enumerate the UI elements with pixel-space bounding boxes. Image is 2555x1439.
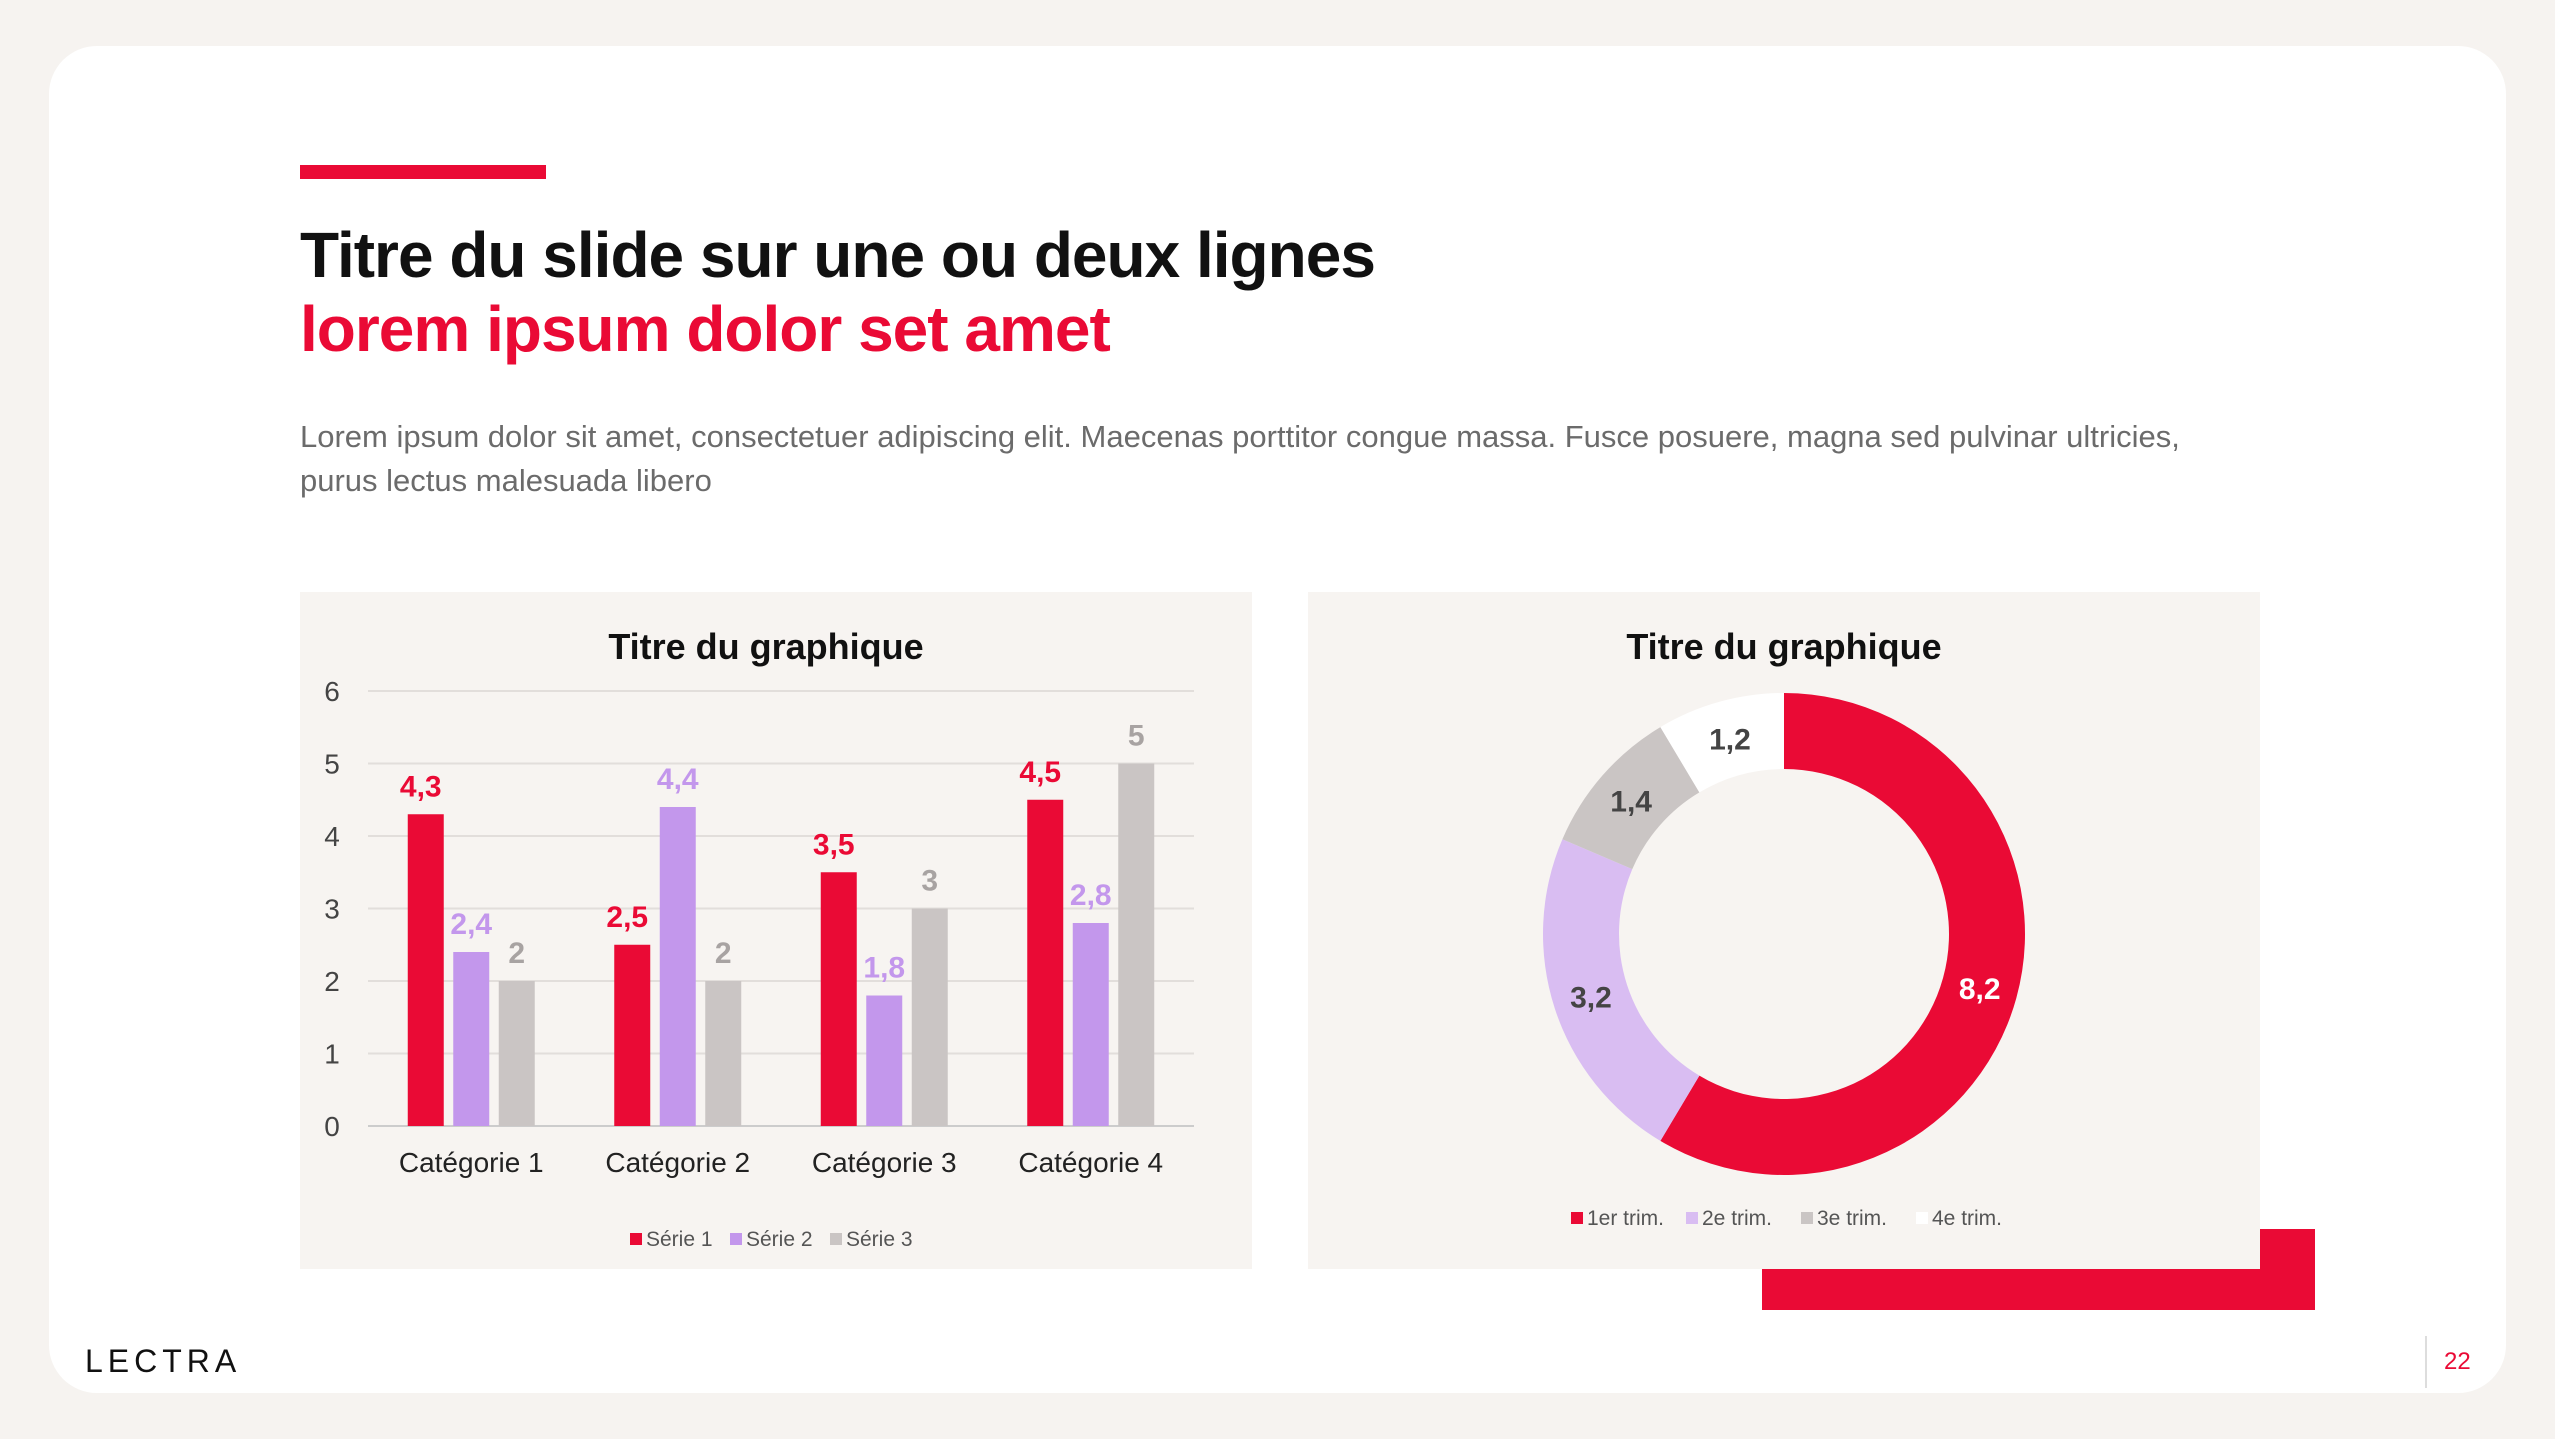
bar [705, 981, 742, 1126]
y-tick-label: 4 [324, 821, 340, 852]
legend-label: Série 2 [746, 1228, 813, 1251]
lectra-logo: LECTRA [85, 1343, 242, 1379]
bar [1072, 923, 1109, 1126]
slide-paragraph: Lorem ipsum dolor sit amet, consectetuer… [300, 419, 2180, 498]
data-label: 4,5 [1019, 756, 1061, 789]
data-label: 2,8 [1070, 879, 1112, 912]
data-label: 3,2 [1570, 982, 1612, 1015]
y-tick-label: 5 [324, 749, 340, 780]
page-number: 22 [2444, 1348, 2471, 1375]
chart-title: Titre du graphique [1626, 626, 1941, 667]
legend-swatch [1686, 1212, 1698, 1224]
data-label: 1,2 [1709, 723, 1751, 756]
title-accent-bar [300, 165, 546, 179]
bar [659, 807, 696, 1126]
data-label: 4,3 [400, 770, 442, 803]
legend-swatch [830, 1233, 842, 1245]
data-label: 2,4 [450, 908, 492, 941]
bar-chart: Titre du graphique 0 1 2 3 4 5 6 Catégorie 1 4,3 2… [324, 626, 1194, 1251]
donut-slice [1660, 693, 1784, 793]
legend-swatch [1916, 1212, 1928, 1224]
y-tick-label: 0 [324, 1111, 340, 1142]
bar-chart-panel: Titre du graphique 0 1 2 3 4 5 6 Catégorie 1 4,3 2… [300, 592, 1252, 1269]
donut-slice [1562, 727, 1700, 870]
data-label: 2 [508, 937, 525, 970]
bar [911, 908, 948, 1126]
slide-subtitle: lorem ipsum dolor set amet [300, 293, 1111, 365]
bar [614, 944, 651, 1126]
data-label: 8,2 [1959, 973, 2001, 1006]
data-label: 2,5 [606, 901, 648, 934]
footer-divider [2425, 1336, 2427, 1388]
y-tick-label: 3 [324, 894, 340, 925]
legend-label: 3e trim. [1817, 1207, 1887, 1230]
donut-slice [1543, 839, 1700, 1141]
legend-label: 4e trim. [1932, 1207, 2002, 1230]
chart-title: Titre du graphique [608, 626, 923, 667]
legend-swatch [1801, 1212, 1813, 1224]
data-label: 3,5 [813, 828, 855, 861]
legend-swatch [630, 1233, 642, 1245]
legend-label: Série 1 [646, 1228, 713, 1251]
x-tick-label: Catégorie 3 [812, 1147, 957, 1178]
legend-swatch [730, 1233, 742, 1245]
donut-chart-panel: Titre du graphique 8,2 3,2 1,4 1,2 1er trim. 2… [1308, 592, 2260, 1269]
legend-swatch [1571, 1212, 1583, 1224]
donut-chart: Titre du graphique 8,2 3,2 1,4 1,2 1er trim. 2… [1543, 626, 2025, 1230]
x-tick-label: Catégorie 2 [605, 1147, 750, 1178]
y-tick-label: 1 [324, 1039, 340, 1070]
bar [407, 814, 444, 1126]
data-label: 1,4 [1610, 785, 1652, 818]
data-label: 5 [1128, 720, 1145, 753]
data-label: 1,8 [863, 952, 905, 985]
data-label: 2 [715, 937, 732, 970]
legend-label: 1er trim. [1587, 1207, 1664, 1230]
legend-label: Série 3 [846, 1228, 913, 1251]
bar [820, 872, 857, 1126]
data-label: 3 [921, 865, 938, 898]
x-tick-label: Catégorie 4 [1018, 1147, 1163, 1178]
bar [1118, 763, 1155, 1126]
y-tick-label: 2 [324, 966, 340, 997]
x-tick-label: Catégorie 1 [399, 1147, 544, 1178]
slide-title: Titre du slide sur une ou deux lignes [300, 219, 1376, 291]
bar [1027, 799, 1064, 1126]
y-tick-label: 6 [324, 676, 340, 707]
data-label: 4,4 [657, 763, 699, 796]
bar [498, 981, 535, 1126]
bar [453, 952, 490, 1126]
bar [866, 995, 903, 1126]
donut-slice [1660, 693, 2025, 1175]
legend-label: 2e trim. [1702, 1207, 1772, 1230]
